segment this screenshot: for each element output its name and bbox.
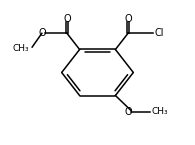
Text: O: O bbox=[38, 28, 46, 38]
Text: O: O bbox=[124, 107, 132, 117]
Text: O: O bbox=[63, 14, 71, 24]
Text: O: O bbox=[124, 14, 132, 24]
Text: Cl: Cl bbox=[154, 28, 164, 38]
Text: CH₃: CH₃ bbox=[151, 107, 168, 116]
Text: CH₃: CH₃ bbox=[13, 44, 29, 53]
